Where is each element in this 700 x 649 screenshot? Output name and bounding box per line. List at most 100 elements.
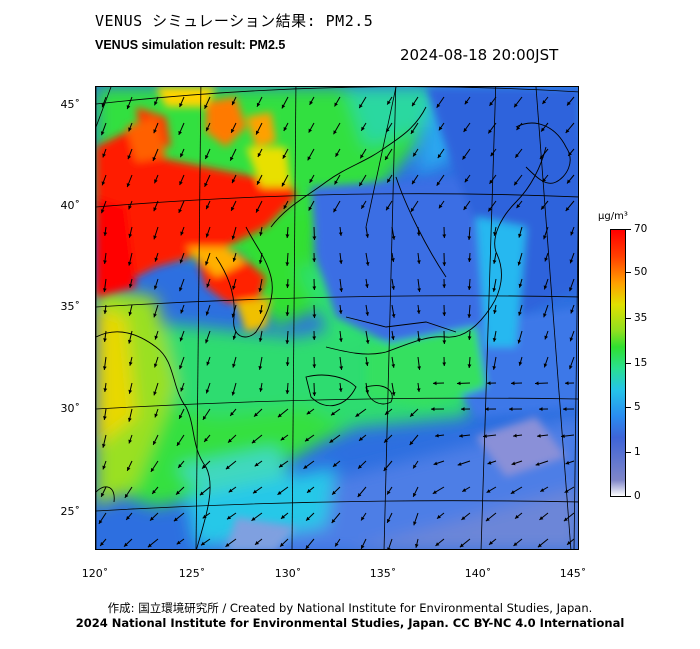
wind-arrow-head xyxy=(103,338,107,342)
wind-arrow-head xyxy=(391,236,396,240)
wind-arrow-head xyxy=(329,439,334,443)
lat-label-40: 40˚ xyxy=(60,199,81,212)
wind-arrow-head xyxy=(335,152,339,157)
title-english: VENUS simulation result: PM2.5 xyxy=(95,38,286,52)
wind-arrow-head xyxy=(511,381,515,386)
wind-arrow-head xyxy=(231,128,235,133)
wind-arrow-head xyxy=(437,154,442,159)
wind-arrow-head xyxy=(206,283,210,288)
colorbar-label-50: 50 xyxy=(634,266,648,278)
wind-arrow-head xyxy=(365,262,370,266)
wind-arrow-head xyxy=(438,126,443,131)
wind-arrow-head xyxy=(277,413,282,418)
coastlines xyxy=(96,106,571,549)
wind-arrow-head xyxy=(128,389,133,394)
wind-arrow-head xyxy=(487,381,491,386)
wind-arrow-head xyxy=(365,312,370,316)
wind-arrow-head xyxy=(258,338,263,342)
wind-arrow-head xyxy=(128,127,132,132)
wind-arrow-head xyxy=(436,103,441,108)
wind-arrow-head xyxy=(205,311,210,316)
wind-arrow-head xyxy=(413,464,417,469)
wind-arrow-head xyxy=(537,434,541,438)
wind-arrow-head xyxy=(387,547,391,549)
wind-arrow-head xyxy=(365,390,370,394)
wind-arrow-head xyxy=(180,309,184,314)
wind-arrow-head xyxy=(312,258,317,262)
wind-arrow-head xyxy=(433,381,437,386)
wind-arrow-head xyxy=(231,313,236,318)
wind-arrow-head xyxy=(154,101,158,106)
wind-arrow-head xyxy=(150,516,154,521)
wind-arrow-head xyxy=(128,205,132,210)
wind-arrow-head xyxy=(568,152,572,156)
title-japanese: VENUS シミュレーション結果: PM2.5 xyxy=(95,12,374,30)
wind-arrow-head xyxy=(359,182,363,187)
wind-arrow-head xyxy=(333,463,337,467)
wind-arrow-head xyxy=(228,488,233,493)
wind-arrow-head xyxy=(205,339,209,344)
wind-arrow-head xyxy=(259,388,263,392)
wind-arrow-head xyxy=(228,438,232,443)
wind-arrow-head xyxy=(205,261,209,266)
wind-arrow-head xyxy=(152,157,157,161)
wind-arrow-head xyxy=(101,103,106,108)
wind-arrow-head xyxy=(231,391,236,396)
wind-arrow-head xyxy=(338,310,343,314)
wind-arrow-head xyxy=(231,101,236,106)
wind-arrow-head xyxy=(459,434,463,438)
wind-arrow-head xyxy=(154,257,159,262)
wind-arrow-head xyxy=(365,362,369,366)
wind-arrow-head xyxy=(361,204,365,209)
wind-arrow-head xyxy=(338,388,343,392)
wind-arrow-head xyxy=(561,434,565,438)
wind-arrow-head xyxy=(312,364,317,368)
wind-arrow-head xyxy=(285,312,290,316)
wind-arrow-head xyxy=(100,131,105,136)
wind-arrow-head xyxy=(153,129,157,134)
wind-arrow-head xyxy=(283,205,288,209)
wind-arrow-head xyxy=(383,467,388,471)
lat-label-25: 25˚ xyxy=(60,505,81,518)
colorbar-tick xyxy=(626,452,631,453)
wind-arrow-head xyxy=(205,233,210,238)
wind-arrow-head xyxy=(435,433,439,438)
wind-arrow-head xyxy=(98,519,103,524)
wind-arrow-head xyxy=(153,313,157,318)
wind-arrow-head xyxy=(539,155,544,160)
colorbar-tick xyxy=(626,496,631,497)
wind-arrow-head xyxy=(179,365,183,370)
wind-arrow-head xyxy=(359,437,363,441)
lon-label-120: 120˚ xyxy=(81,567,109,580)
colorbar-tick xyxy=(626,363,631,364)
wind-arrow-head xyxy=(334,180,338,185)
wind-arrow-head xyxy=(431,407,435,411)
wind-arrow-head xyxy=(312,236,317,240)
wind-arrow-head xyxy=(543,285,548,290)
wind-arrow-head xyxy=(515,153,519,158)
wind-arrow-head xyxy=(178,208,182,213)
wind-arrow-head xyxy=(490,152,495,157)
wind-arrow-head xyxy=(153,440,157,445)
wind-arrow-head xyxy=(230,412,234,416)
wind-arrow-head xyxy=(308,128,312,133)
colorbar-label-0: 0 xyxy=(634,490,641,502)
wind-arrow-head xyxy=(128,233,133,238)
graticule xyxy=(96,87,578,549)
wind-arrow-head xyxy=(541,127,545,132)
wind-arrow-head xyxy=(206,361,210,366)
wind-arrow-head xyxy=(569,259,574,264)
wind-arrow-head xyxy=(202,464,206,469)
wind-arrow-head xyxy=(306,410,311,415)
wind-arrow-head xyxy=(515,514,519,519)
wind-arrow-head xyxy=(543,363,548,368)
wind-arrow-head xyxy=(361,516,365,521)
wind-arrow-head xyxy=(387,490,391,495)
wind-arrow-head xyxy=(385,411,389,415)
wind-arrow-head xyxy=(231,235,236,240)
wind-arrow-head xyxy=(153,285,158,290)
wind-arrow-head xyxy=(225,543,230,547)
wind-arrow-head xyxy=(259,232,263,236)
wind-arrow-head xyxy=(570,231,574,236)
wind-arrow-head xyxy=(391,392,396,396)
